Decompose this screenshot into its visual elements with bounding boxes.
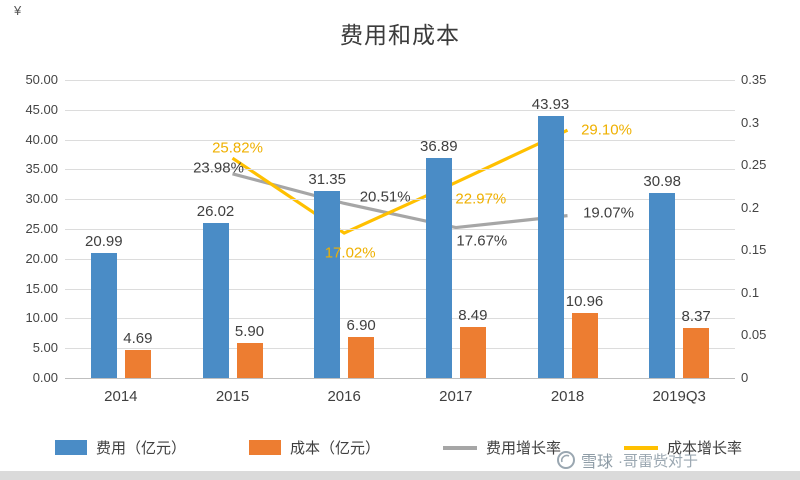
legend-bar-swatch	[55, 440, 87, 455]
legend-item: 费用（亿元）	[55, 437, 186, 458]
gridline	[65, 109, 735, 111]
expense-bar	[202, 222, 229, 378]
gridline	[65, 258, 735, 260]
bar-value-label: 5.90	[234, 322, 265, 340]
bar-value-label: 8.49	[458, 307, 488, 325]
expense-bar	[649, 193, 676, 378]
left-axis-tick: 30.00	[25, 191, 58, 207]
right-axis-tick: 0.25	[741, 157, 767, 173]
watermark-text: 雪球	[581, 454, 614, 471]
x-axis-label: 2015	[215, 388, 250, 405]
line-value-label: 23.98%	[193, 159, 244, 177]
line-value-label: 22.97%	[455, 190, 507, 208]
cost-bar	[571, 312, 598, 378]
currency-icon: ¥	[14, 3, 22, 18]
line-value-label: 25.82%	[212, 139, 263, 157]
left-axis: 0.00 5.00 10.00 15.00 20.00 25.00 30.00 35.00 40…	[0, 0, 58, 480]
gridline	[65, 199, 735, 201]
bar-value-label: 6.90	[346, 316, 376, 334]
right-axis-tick: 0	[741, 370, 749, 385]
x-axis-label: 2014	[104, 388, 138, 405]
bar-value-label: 8.37	[681, 308, 711, 326]
gridline	[65, 288, 735, 290]
right-axis-tick: 0.35	[741, 72, 767, 87]
bar-value-label: 20.99	[85, 232, 123, 250]
x-axis-label: 2019Q3	[652, 388, 706, 405]
bar-value-label: 30.98	[643, 173, 681, 191]
right-axis-tick: 0.15	[741, 242, 767, 258]
window-edge	[0, 471, 800, 480]
left-axis-tick: 40.00	[25, 131, 58, 147]
expense-bar	[537, 116, 564, 378]
left-axis-tick: 50.00	[25, 72, 58, 87]
legend-item: 成本（亿元）	[248, 437, 380, 458]
legend-label: 费用（亿元）	[96, 440, 187, 457]
watermark-suffix: ·哥雷赀对于	[618, 452, 699, 470]
line-value-label: 20.51%	[359, 188, 411, 206]
right-axis-tick: 0.1	[741, 284, 760, 300]
gridline	[65, 229, 735, 230]
left-axis-tick: 0.00	[32, 370, 58, 385]
xueqiu-logo-icon	[557, 451, 575, 469]
bar-value-label: 10.96	[565, 292, 604, 310]
legend-line-swatch	[623, 445, 658, 450]
bar-value-label: 31.35	[308, 171, 346, 189]
left-axis-tick: 25.00	[25, 221, 58, 236]
x-axis-label: 2017	[439, 388, 473, 405]
bar-value-label: 26.02	[196, 202, 235, 220]
cost-bar	[348, 336, 375, 378]
right-axis-tick: 0.05	[741, 327, 767, 343]
left-axis-tick: 20.00	[25, 250, 58, 266]
gridline	[65, 139, 735, 141]
legend-label: 成本增长率	[666, 440, 742, 457]
legend: 费用（亿元） 成本（亿元） 费用增长率 成本增长率	[55, 437, 742, 458]
legend-item: 成本增长率	[623, 437, 742, 458]
expense-bar	[314, 191, 341, 378]
xueqiu-watermark: 雪球 ·哥雷赀对于	[556, 448, 698, 472]
chart-title: 费用和成本	[340, 22, 460, 48]
cost-growth-line	[231, 128, 569, 235]
line-value-label: 17.02%	[324, 244, 376, 262]
gridline	[65, 378, 735, 379]
legend-item: 费用增长率	[442, 437, 561, 458]
line-value-label: 19.07%	[583, 204, 634, 222]
line-series-layer	[231, 128, 569, 235]
bar-value-label: 4.69	[123, 330, 153, 348]
legend-label: 成本（亿元）	[289, 440, 380, 457]
legend-label: 费用增长率	[485, 440, 561, 457]
line-value-label: 29.10%	[581, 121, 632, 139]
expense-growth-line	[232, 172, 568, 230]
cost-bar	[124, 350, 151, 378]
left-axis-tick: 5.00	[32, 340, 58, 356]
gridline	[65, 318, 735, 320]
expense-bar	[425, 158, 452, 378]
expense-bar	[90, 252, 117, 378]
right-axis-tick: 0.2	[741, 199, 760, 215]
right-axis: 0 0.05 0.1 0.15 0.2 0.25 0.3 0.35	[741, 0, 795, 480]
cost-bar	[683, 328, 710, 378]
bar-value-label: 36.89	[420, 138, 458, 156]
left-axis-tick: 45.00	[25, 101, 58, 117]
legend-line-swatch	[442, 445, 477, 450]
gridline	[65, 80, 735, 81]
gridline	[65, 348, 735, 350]
right-axis-tick: 0.3	[741, 114, 760, 130]
left-axis-tick: 15.00	[25, 280, 58, 296]
plot-area: 20.99 26.02 31.35 36.89 43.93 30.98 4.69 5.90 6.…	[65, 80, 735, 379]
cost-bar	[459, 327, 486, 378]
gridline	[65, 169, 735, 171]
x-axis-label: 2018	[550, 388, 585, 405]
legend-bar-swatch	[248, 440, 281, 455]
x-axis-label: 2016	[327, 388, 361, 405]
left-axis-tick: 10.00	[25, 310, 58, 326]
cost-bar	[236, 342, 263, 378]
bar-value-label: 43.93	[531, 96, 570, 114]
line-value-label: 17.67%	[456, 232, 508, 250]
left-axis-tick: 35.00	[25, 161, 58, 177]
